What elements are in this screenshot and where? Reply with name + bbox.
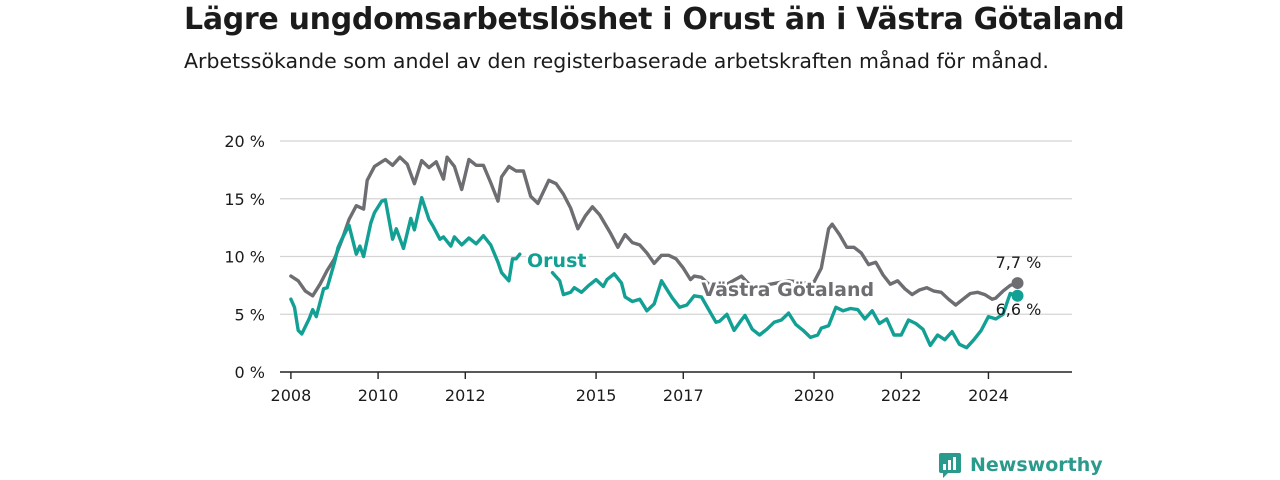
x-tick-label: 2024 [968,386,1009,405]
chart-title: Lägre ungdomsarbetslöshet i Orust än i V… [184,2,1125,37]
x-tick-label: 2010 [358,386,399,405]
x-tick-label: 2015 [576,386,617,405]
x-tick-label: 2022 [881,386,922,405]
y-tick-label: 5 % [235,305,265,324]
y-tick-label: 20 % [224,132,265,151]
end-value-label: 7,7 % [996,253,1042,272]
brand-logo: Newsworthy [938,450,1103,480]
gridlines [280,140,1072,315]
series-line-orust [289,195,522,336]
x-tick-label: 2017 [663,386,704,405]
y-tick-label: 0 % [235,363,265,382]
end-point-marker [1011,277,1024,290]
y-tick-label: 10 % [224,248,265,267]
x-tick-label: 2008 [271,386,312,405]
x-tick-label: 2012 [445,386,486,405]
y-tick-label: 15 % [224,190,265,209]
axes: 0 % 5 % 10 % 15 % 20 % 2008 2010 2012 2015 2017 20… [224,132,1072,405]
series-label: Västra Götaland [701,279,874,301]
chart-subtitle: Arbetssökande som andel av den registerb… [184,49,1049,73]
newsworthy-logo-icon [939,453,961,478]
series-line-västra-götaland [289,155,1020,307]
series-line-orust [550,271,1020,350]
brand-name: Newsworthy [970,454,1103,476]
series-label: Orust [527,250,586,272]
series-label-halo: Orust [527,250,586,272]
end-value-label: 6,6 % [996,300,1042,319]
series-lines [289,155,1024,350]
x-tick-label: 2020 [794,386,835,405]
end-point-marker [1011,289,1024,302]
series-label-halo: Västra Götaland [701,279,874,301]
